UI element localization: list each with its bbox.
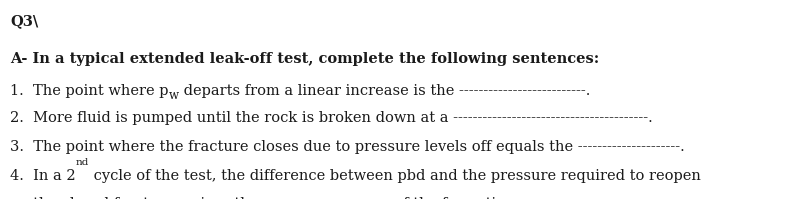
Text: nd: nd	[76, 158, 90, 167]
Text: the closed fractures, gives the -------------------------- of the formation.: the closed fractures, gives the --------…	[10, 197, 520, 199]
Text: w: w	[169, 89, 179, 101]
Text: 3.  The point where the fracture closes due to pressure levels off equals the --: 3. The point where the fracture closes d…	[10, 140, 685, 154]
Text: cycle of the test, the difference between pbd and the pressure required to reope: cycle of the test, the difference betwee…	[90, 169, 702, 183]
Text: 1.  The point where p: 1. The point where p	[10, 84, 169, 98]
Text: Q3\: Q3\	[10, 14, 38, 28]
Text: 4.  In a 2: 4. In a 2	[10, 169, 76, 183]
Text: departs from a linear increase is the --------------------------.: departs from a linear increase is the --…	[179, 84, 590, 98]
Text: A- In a typical extended leak-off test, complete the following sentences:: A- In a typical extended leak-off test, …	[10, 52, 600, 66]
Text: 2.  More fluid is pumped until the rock is broken down at a --------------------: 2. More fluid is pumped until the rock i…	[10, 111, 653, 125]
